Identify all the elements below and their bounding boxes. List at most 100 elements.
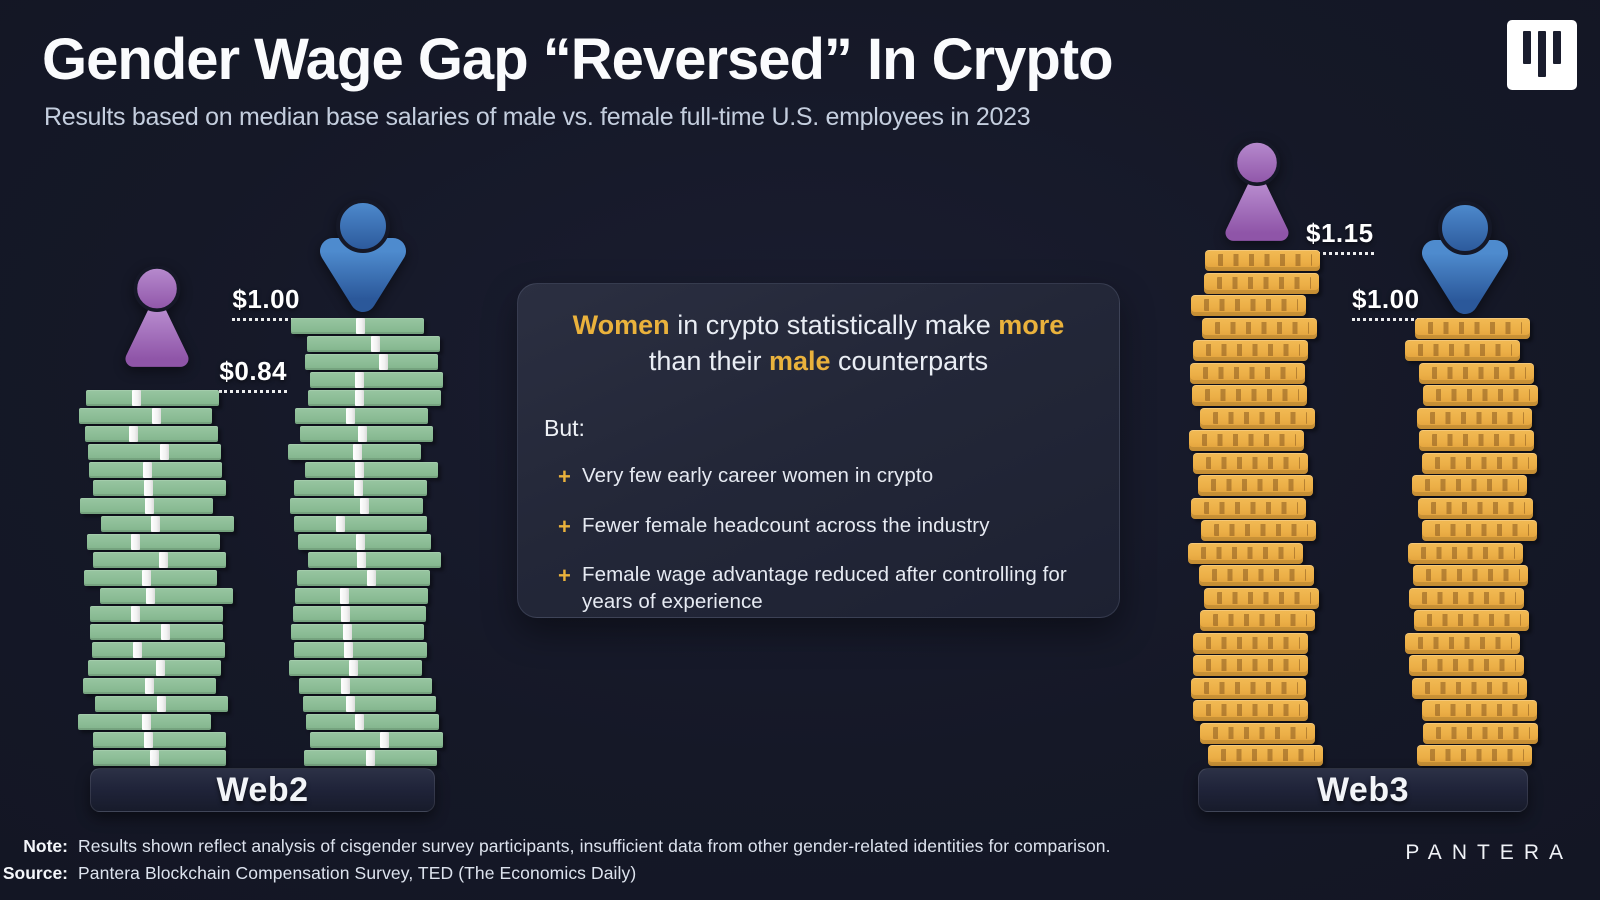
female-person-icon [125, 266, 189, 367]
male-body-shape [1422, 240, 1508, 314]
cash-bill [295, 408, 428, 424]
insight-heading-line: than their male counterparts [648, 345, 989, 376]
cash-bill [305, 462, 438, 478]
gold-coin [1423, 722, 1538, 744]
bill-strap [346, 408, 355, 424]
cash-bill [90, 624, 223, 640]
cash-bill [300, 426, 433, 442]
caveat-bullet-text: Female wage advantage reduced after cont… [582, 563, 1067, 613]
cash-bill [294, 480, 427, 496]
gold-coin [1208, 745, 1323, 766]
bill-strap [159, 552, 168, 568]
bill-strap [367, 570, 376, 586]
gold-coin [1414, 610, 1529, 631]
gold-coin [1199, 565, 1314, 586]
caveat-bullet-text: Very few early career women in crypto [582, 464, 934, 488]
gold-coin [1190, 362, 1305, 384]
bill-strap [356, 534, 365, 550]
web2-platform-bar: Web2 [90, 768, 435, 812]
gold-coin [1413, 565, 1528, 586]
bill-strap [366, 750, 375, 766]
note-label: Note: [23, 836, 68, 856]
bill-strap [379, 354, 388, 370]
web3-male-coin-stack [1405, 317, 1538, 766]
but-label: But: [544, 415, 585, 442]
cash-bill [305, 354, 438, 370]
female-head-shape [1233, 140, 1281, 186]
caveat-bullet: + Fewer female headcount across the indus… [544, 513, 1093, 542]
caveat-bullet: + Very few early career women in crypto [544, 463, 1093, 492]
cash-bill [93, 750, 226, 766]
male-head-shape [336, 199, 390, 253]
bill-strap [143, 462, 152, 478]
bill-strap [371, 336, 380, 352]
bill-strap [133, 642, 142, 658]
cash-bill [294, 642, 427, 658]
gold-coin [1204, 587, 1319, 609]
caveat-bullet: + Female wage advantage reduced after con… [544, 562, 1093, 614]
bill-strap [349, 660, 358, 676]
gold-coin [1423, 385, 1538, 406]
cash-bill [100, 588, 233, 604]
cash-bill [101, 516, 234, 532]
logo-bar-middle [1538, 31, 1546, 77]
cash-bill [306, 714, 439, 730]
source-label: Source: [2, 863, 68, 883]
page-subtitle: Results based on median base salaries of… [44, 103, 1031, 131]
gold-coin [1409, 587, 1524, 609]
gold-coin [1418, 497, 1533, 519]
gold-coin [1422, 452, 1537, 474]
cash-bill [291, 318, 424, 334]
cash-bill [90, 606, 223, 622]
cash-bill [289, 660, 422, 676]
gold-coin [1412, 475, 1527, 496]
cash-bill [80, 498, 213, 514]
cash-bill [291, 624, 424, 640]
cash-bill [88, 660, 221, 676]
insight-heading: Women in crypto statistically make more t… [544, 308, 1093, 379]
gold-coin [1189, 430, 1304, 451]
gold-coin [1193, 700, 1308, 721]
bill-strap [343, 624, 352, 640]
bill-strap [160, 444, 169, 460]
male-body-shape [320, 238, 406, 312]
gold-coin [1408, 542, 1523, 564]
cash-bill [87, 534, 220, 550]
insight-heading-line: Women in crypto statistically make more [572, 310, 1065, 340]
bill-strap [358, 426, 367, 442]
gold-coin [1198, 475, 1313, 496]
male-person-icon [320, 199, 406, 312]
cash-bill [294, 516, 427, 532]
gold-coin [1422, 700, 1537, 721]
logo-bar-right [1553, 31, 1561, 64]
cash-bill [93, 732, 226, 748]
source-text: Pantera Blockchain Compensation Survey, … [78, 863, 637, 883]
gold-coin [1409, 655, 1524, 676]
bill-strap [355, 714, 364, 730]
bill-strap [380, 732, 389, 748]
bill-strap [344, 642, 353, 658]
gold-coin [1422, 520, 1537, 541]
cash-bill [86, 390, 219, 406]
web3-female-value-label: $1.15 [1306, 218, 1374, 255]
web3-platform-bar: Web3 [1198, 768, 1528, 812]
gold-coin [1200, 722, 1315, 744]
bill-strap [151, 516, 160, 532]
bill-strap [360, 498, 369, 514]
gold-coin [1193, 655, 1308, 676]
cash-bill [95, 696, 228, 712]
cash-bill [290, 498, 423, 514]
cash-bill [293, 606, 426, 622]
cash-bill [79, 408, 212, 424]
plus-bullet-icon: + [558, 464, 571, 490]
male-head-shape [1438, 201, 1492, 255]
web3-female-coin-stack [1188, 250, 1323, 766]
gold-coin [1417, 745, 1532, 766]
bill-strap [144, 480, 153, 496]
bill-strap [161, 624, 170, 640]
cash-bill [310, 372, 443, 388]
web2-female-value-label: $0.84 [219, 356, 287, 393]
bill-strap [142, 570, 151, 586]
bill-strap [129, 426, 138, 442]
